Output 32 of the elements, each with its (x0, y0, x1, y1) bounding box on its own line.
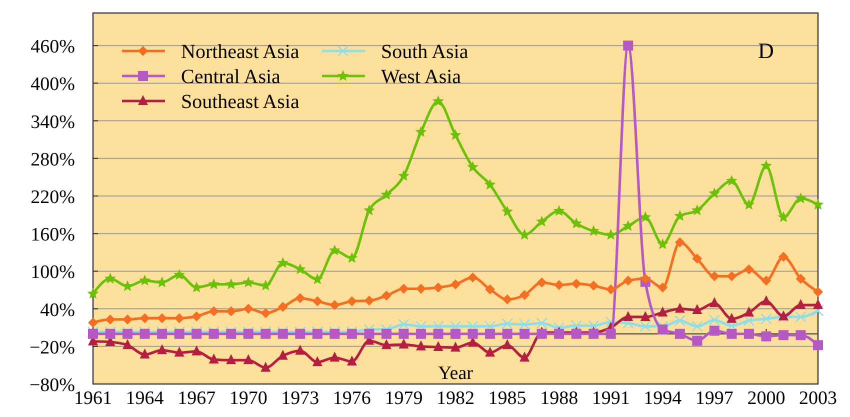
x-axis-title: Year (438, 363, 474, 384)
legend-label: Northeast Asia (181, 41, 300, 63)
x-tick-label: 1982 (436, 388, 474, 409)
y-tick-label: 220% (30, 186, 76, 208)
y-tick-label: 40% (40, 300, 76, 321)
x-tick-label: 1961 (74, 388, 112, 409)
x-tick-label: 1973 (281, 388, 320, 409)
y-tick-label: 460% (30, 36, 76, 58)
x-tick-label: 1964 (126, 388, 164, 409)
x-tick-label: 1976 (332, 388, 371, 409)
y-tick-label: 340% (30, 112, 76, 133)
x-tick-label: 2000 (747, 388, 786, 409)
x-tick-label: 1988 (540, 388, 578, 409)
y-tick-label: 100% (30, 262, 76, 284)
x-tick-label: 1985 (488, 388, 526, 409)
legend-label: Central Asia (181, 66, 281, 88)
y-tick-label: 160% (30, 224, 76, 246)
x-tick-label: 1991 (592, 388, 630, 409)
x-tick-label: 1970 (229, 388, 268, 409)
y-tick-label: 280% (30, 149, 76, 170)
legend-label: South Asia (381, 41, 468, 63)
legend-label: West Asia (381, 66, 462, 88)
x-tick-label: 1967 (178, 388, 216, 409)
x-tick-label: 1979 (384, 388, 423, 409)
y-tick-label: 400% (30, 74, 76, 96)
x-tick-label: 1994 (644, 388, 682, 409)
annotation: D (758, 38, 774, 63)
x-tick-label: 1997 (695, 388, 734, 409)
x-tick-label: 2003 (799, 388, 837, 409)
legend-label: Southeast Asia (181, 91, 300, 113)
y-tick-label: −80% (29, 375, 76, 396)
y-tick-label: −20% (29, 337, 76, 358)
